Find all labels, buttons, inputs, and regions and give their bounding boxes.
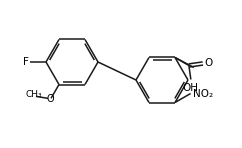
Text: CH₃: CH₃	[26, 90, 42, 99]
Text: O: O	[205, 58, 213, 69]
Text: O: O	[46, 94, 54, 104]
Text: F: F	[23, 57, 29, 67]
Text: NO₂: NO₂	[193, 89, 213, 99]
Text: OH: OH	[183, 83, 199, 94]
